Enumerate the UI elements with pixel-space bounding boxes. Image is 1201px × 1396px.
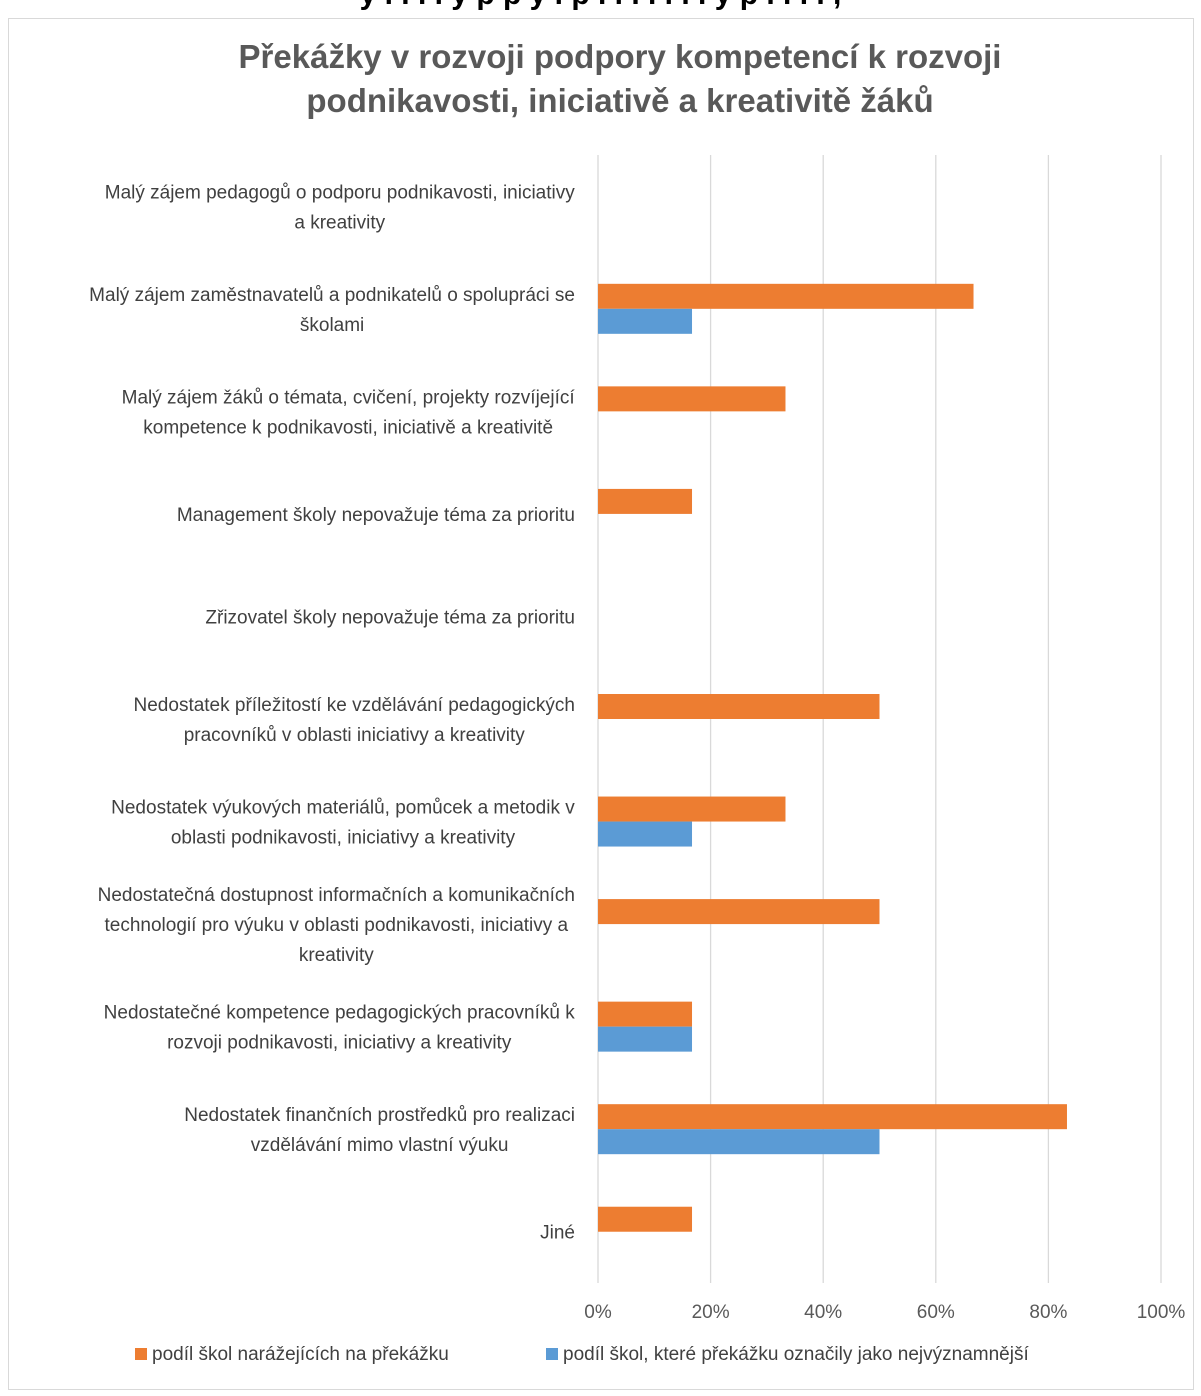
bar-orange	[598, 899, 880, 925]
bar-orange	[598, 1001, 693, 1027]
category-label-line: kreativity	[299, 945, 374, 966]
category-label: Malý zájem pedagogů o podporu podnikavos…	[105, 182, 575, 233]
category-labels: Malý zájem pedagogů o podporu podnikavos…	[89, 182, 575, 1243]
bar-orange	[598, 1206, 693, 1232]
bar-blue	[598, 308, 693, 334]
category-label-line: Nedostatek výukových materiálů, pomůcek …	[111, 798, 575, 819]
bar-orange	[598, 796, 786, 822]
legend: podíl škol narážejících na překážku podíl…	[135, 1344, 1029, 1365]
category-label-line: Zřizovatel školy nepovažuje téma za prio…	[205, 607, 575, 628]
category-label-line: Malý zájem pedagogů o podporu podnikavos…	[105, 182, 575, 203]
legend-label: podíl škol, které překážku označily jako…	[563, 1344, 1029, 1365]
category-label-line: Management školy nepovažuje téma za prio…	[177, 505, 575, 526]
x-axis-ticks: 0% 20% 40% 60% 80% 100%	[584, 1302, 1185, 1323]
chart-title-line: podnikavosti, iniciativě a kreativitě žá…	[306, 82, 933, 119]
category-label-line: oblasti podnikavosti, iniciativy a kreat…	[171, 828, 516, 849]
bar-orange	[598, 283, 974, 309]
bar-blue	[598, 1129, 880, 1155]
bar-blue	[598, 821, 693, 847]
x-tick-label: 100%	[1137, 1302, 1186, 1323]
x-tick-label: 80%	[1029, 1302, 1067, 1323]
category-label: Zřizovatel školy nepovažuje téma za prio…	[205, 607, 575, 628]
legend-label: podíl škol narážejících na překážku	[152, 1344, 449, 1365]
category-label: Nedostatečné kompetence pedagogických pr…	[104, 1003, 576, 1054]
category-label: Nedostatek příležitostí ke vzdělávání pe…	[134, 695, 575, 746]
bar-orange	[598, 694, 880, 719]
category-label-line: vzdělávání mimo vlastní výuku	[251, 1135, 509, 1156]
category-label-line: technologií pro výuku v oblasti podnikav…	[104, 915, 568, 936]
category-label-line: Malý zájem zaměstnavatelů a podnikatelů …	[89, 285, 575, 306]
category-label: Malý zájem zaměstnavatelů a podnikatelů …	[89, 285, 575, 336]
bar-blue	[598, 1026, 693, 1052]
chart-title-line: Překážky v rozvoji podpory kompetencí k …	[239, 38, 1002, 75]
category-label-line: Nedostatečné kompetence pedagogických pr…	[104, 1003, 576, 1024]
category-label: Jiné	[540, 1223, 575, 1244]
x-tick-label: 40%	[804, 1302, 842, 1323]
category-label: Nedostatečná dostupnost informačních a k…	[98, 885, 575, 966]
bar-orange	[598, 488, 693, 514]
bars	[598, 283, 1067, 1232]
category-label-line: Jiné	[540, 1223, 575, 1244]
x-tick-label: 20%	[692, 1302, 730, 1323]
category-label-line: a kreativity	[294, 212, 385, 233]
category-label-line: kompetence k podnikavosti, iniciativě a …	[143, 417, 553, 438]
category-label-line: pracovníků v oblasti iniciativy a kreati…	[184, 725, 526, 746]
legend-swatch	[135, 1348, 147, 1360]
category-label: Management školy nepovažuje téma za prio…	[177, 505, 575, 526]
chart-title: Překážky v rozvoji podpory kompetencí k …	[239, 38, 1002, 119]
bar-orange	[598, 386, 786, 412]
category-label-line: Malý zájem žáků o témata, cvičení, proje…	[122, 387, 576, 408]
legend-swatch	[546, 1348, 558, 1360]
category-label: Nedostatek finančních prostředků pro rea…	[184, 1105, 575, 1156]
category-label: Nedostatek výukových materiálů, pomůcek …	[111, 798, 575, 849]
category-label-line: rozvoji podnikavosti, iniciativy a kreat…	[167, 1033, 512, 1054]
category-label: Malý zájem žáků o témata, cvičení, proje…	[122, 387, 576, 438]
category-label-line: školami	[300, 315, 364, 336]
clipped-heading-above-chart: y . . . . y p p y . p . . . . . . . y p …	[0, 0, 1201, 12]
category-label-line: Nedostatečná dostupnost informačních a k…	[98, 885, 575, 906]
x-tick-label: 0%	[584, 1302, 612, 1323]
bar-orange	[598, 1104, 1067, 1130]
category-label-line: Nedostatek finančních prostředků pro rea…	[184, 1105, 575, 1126]
category-label-line: Nedostatek příležitostí ke vzdělávání pe…	[134, 695, 575, 716]
x-tick-label: 60%	[917, 1302, 955, 1323]
